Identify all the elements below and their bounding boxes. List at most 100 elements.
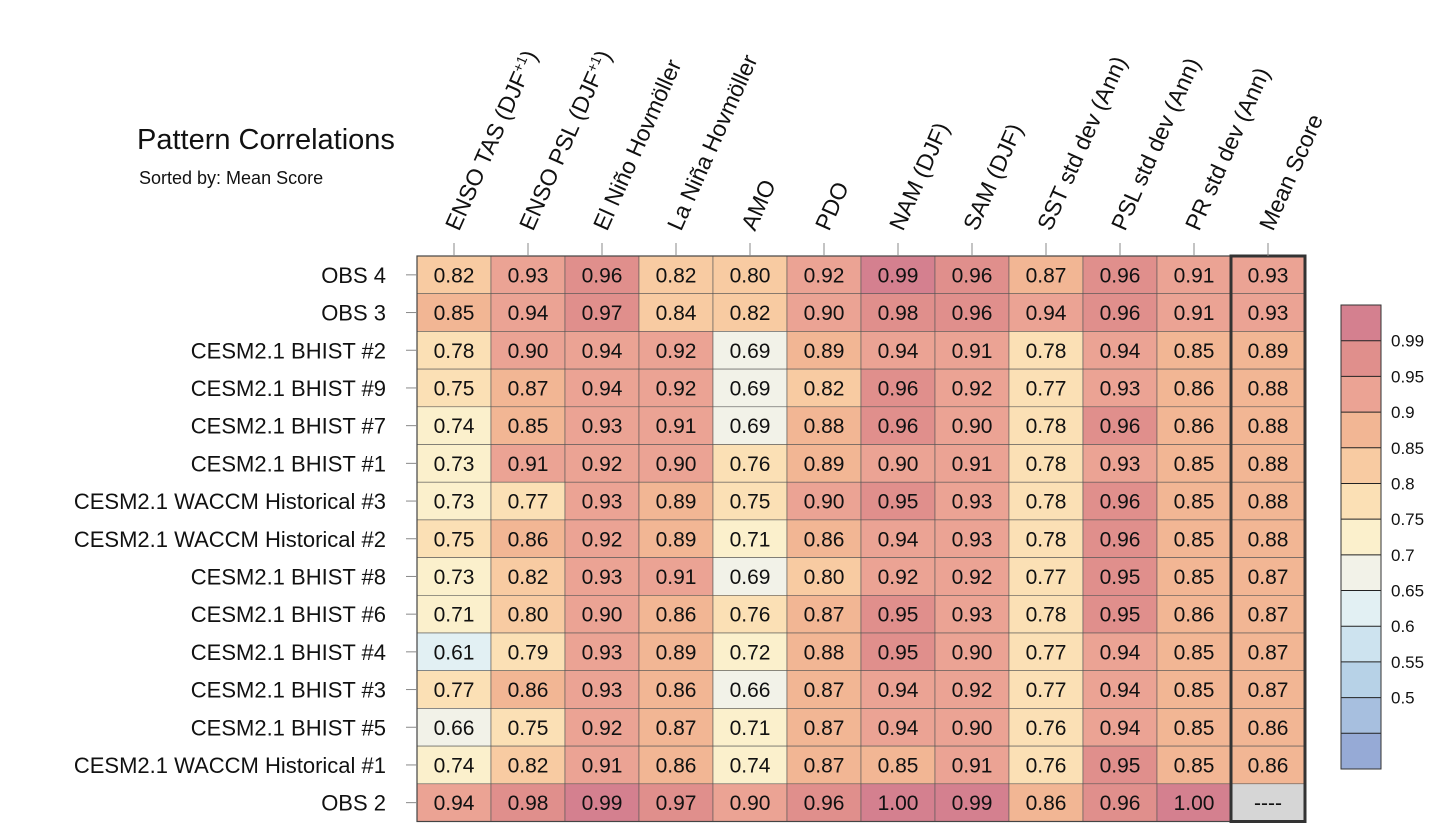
heatmap-cell [934,594,1010,634]
heatmap-cell [1008,444,1084,483]
column-label: SAM (DJF) [958,120,1028,234]
cell-value-label: 0.93 [952,491,993,514]
cell-value-label: 0.76 [730,604,771,627]
heatmap-cell [786,293,862,332]
heatmap-cell [638,519,714,558]
heatmap-cell [860,594,936,634]
heatmap-cell [1008,745,1084,785]
heatmap-cell [490,557,566,596]
heatmap-cell [1156,331,1232,370]
heatmap-cell [1008,708,1084,747]
colorbar-tick-label: 0.6 [1391,617,1415,636]
cell-value-label: 0.94 [582,340,623,363]
cell-value-label: 0.89 [656,641,697,664]
cell-value-label: 0.88 [1248,377,1289,400]
cell-value-label: 0.85 [1174,717,1215,740]
heatmap-cell [490,444,566,483]
colorbar-segment [1341,340,1381,377]
cell-value-label: 0.85 [1174,754,1215,777]
cell-value-label: 0.90 [730,792,771,815]
heatmap-cell [1082,444,1158,483]
cell-value-label: 0.86 [804,528,845,551]
cell-value-label: 0.87 [804,717,845,740]
heatmap-cell [1082,293,1158,332]
heatmap-cell [564,293,640,332]
column-label: Mean Score [1254,110,1328,234]
cell-value-label: 0.93 [582,679,623,702]
heatmap-cell [564,708,640,747]
heatmap-cell [1082,331,1158,370]
row-label: CESM2.1 BHIST #8 [191,564,386,589]
cell-value-label: 0.77 [434,679,475,702]
cell-value-label: 0.86 [508,528,549,551]
cell-value-label: 0.96 [1100,491,1141,514]
heatmap-cell [1230,481,1306,521]
heatmap-cell [1008,594,1084,634]
cell-value-label: 0.76 [730,453,771,476]
cell-value-label: 0.96 [1100,264,1141,287]
heatmap-cell [638,293,714,332]
cell-value-label: 0.74 [434,415,475,438]
heatmap-cell [638,632,714,672]
cell-value-label: 0.87 [508,377,549,400]
heatmap-cell [934,331,1010,370]
heatmap-cell [786,557,862,596]
cell-value-label: 0.78 [434,340,475,363]
cell-value-label: 0.94 [1100,679,1141,702]
heatmap-cell [786,708,862,747]
heatmap-cell [712,783,788,822]
heatmap-cell [712,745,788,785]
cell-value-label: 0.87 [1248,641,1289,664]
cell-value-label: 0.90 [952,415,993,438]
heatmap-cell [1230,708,1306,747]
cell-value-label: 0.85 [434,302,475,325]
cell-value-label: 0.94 [508,302,549,325]
heatmap-cell [860,444,936,483]
cell-value-label: 0.80 [508,604,549,627]
cell-value-label: 0.91 [1174,302,1215,325]
cell-value-label: 0.72 [730,641,771,664]
cell-value-label: 0.85 [1174,641,1215,664]
cell-value-label: 0.93 [1248,302,1289,325]
heatmap-cell [1156,481,1232,521]
cell-value-label: 0.98 [878,302,919,325]
cell-value-label: 0.89 [804,453,845,476]
cell-value-label: 0.74 [434,754,475,777]
cell-value-label: 0.91 [952,754,993,777]
row-label: CESM2.1 BHIST #6 [191,602,386,627]
heatmap-cell [490,331,566,370]
heatmap-cell [1230,519,1306,558]
cell-value-label: 0.90 [582,604,623,627]
cell-value-label: 0.80 [804,566,845,589]
cell-value-label: 0.96 [952,264,993,287]
heatmap-cell [860,670,936,709]
cell-value-label: 0.82 [804,377,845,400]
cell-value-label: 0.88 [1248,415,1289,438]
cell-value-label: 0.96 [1100,528,1141,551]
heatmap-cell [1008,783,1084,822]
cell-value-label: 0.88 [1248,491,1289,514]
heatmap-cell [1082,745,1158,785]
cell-value-label: 0.96 [582,264,623,287]
heatmap-cell [860,783,936,822]
heatmap-cell [712,670,788,709]
heatmap-cell [416,444,492,483]
colorbar-segment [1341,305,1381,341]
cell-value-label: 0.82 [730,302,771,325]
cell-value-label: ---- [1254,792,1282,815]
cell-value-label: 0.94 [1100,717,1141,740]
heatmap-cell [860,708,936,747]
row-label: CESM2.1 BHIST #4 [191,640,386,665]
cell-value-label: 0.87 [1026,264,1067,287]
cell-value-label: 0.75 [730,491,771,514]
cell-value-label: 0.86 [508,679,549,702]
heatmap-cell [564,594,640,634]
heatmap-cell [564,632,640,672]
heatmap-cell [1008,331,1084,370]
heatmap-cell [490,519,566,558]
chart-subtitle: Sorted by: Mean Score [139,168,324,188]
heatmap-cell [712,708,788,747]
cell-value-label: 0.66 [730,679,771,702]
cell-value-label: 0.69 [730,566,771,589]
heatmap-cell [934,444,1010,483]
